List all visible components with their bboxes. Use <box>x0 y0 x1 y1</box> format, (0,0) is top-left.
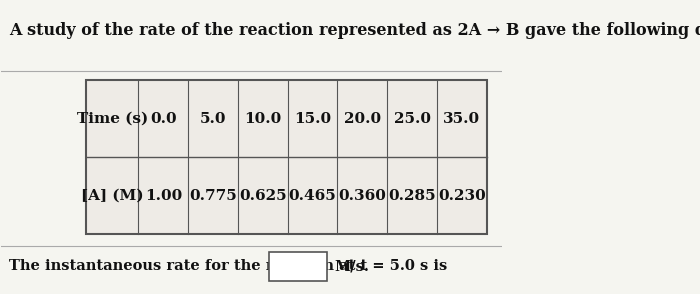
Text: 15.0: 15.0 <box>294 112 331 126</box>
Text: 5.0: 5.0 <box>200 112 226 126</box>
FancyBboxPatch shape <box>269 252 327 281</box>
Text: M/s.: M/s. <box>334 259 369 273</box>
Text: 1.00: 1.00 <box>145 189 182 203</box>
Text: [A] (M): [A] (M) <box>81 189 144 203</box>
Text: The instantaneous rate for the reaction at t = 5.0 s is: The instantaneous rate for the reaction … <box>9 259 447 273</box>
FancyBboxPatch shape <box>86 80 486 234</box>
Text: 35.0: 35.0 <box>443 112 480 126</box>
Text: 0.0: 0.0 <box>150 112 176 126</box>
Text: 0.230: 0.230 <box>438 189 486 203</box>
Text: 10.0: 10.0 <box>244 112 281 126</box>
Text: 25.0: 25.0 <box>393 112 430 126</box>
Text: 0.465: 0.465 <box>288 189 337 203</box>
Text: Time (s): Time (s) <box>77 112 148 126</box>
Text: 0.775: 0.775 <box>189 189 237 203</box>
Text: A study of the rate of the reaction represented as 2A → B gave the following dat: A study of the rate of the reaction repr… <box>9 22 700 39</box>
Text: 0.625: 0.625 <box>239 189 287 203</box>
Text: 20.0: 20.0 <box>344 112 381 126</box>
Text: 0.285: 0.285 <box>389 189 436 203</box>
Text: 0.360: 0.360 <box>338 189 386 203</box>
